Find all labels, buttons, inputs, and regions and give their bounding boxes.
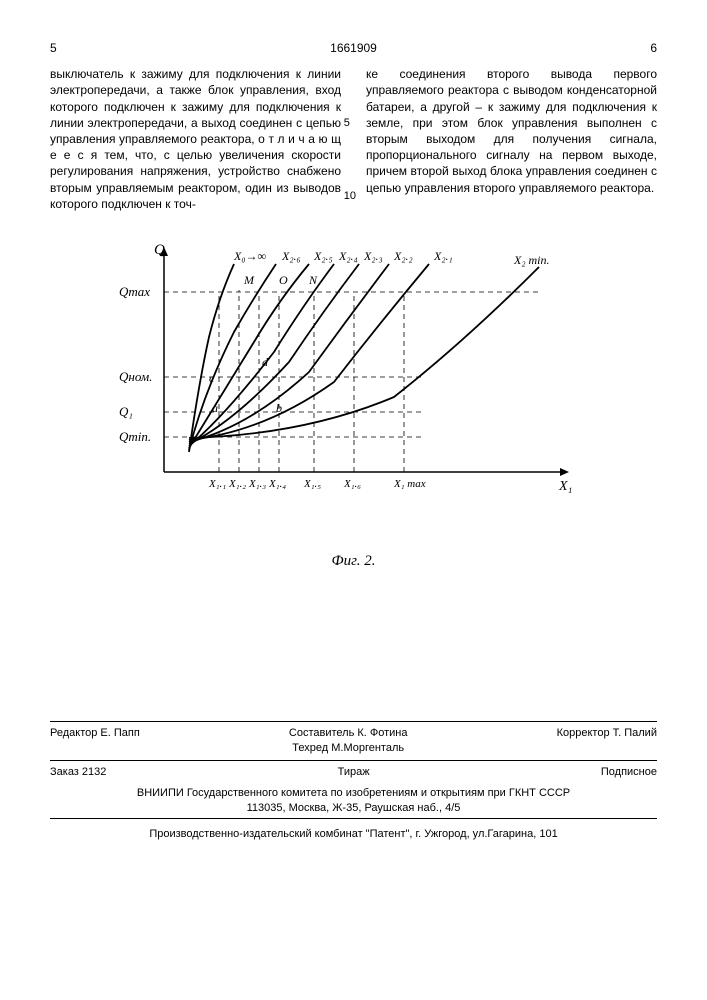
line-numbers: 5 10 [344,66,356,204]
svg-text:X₁.₂: X₁.₂ [228,478,246,490]
text-columns: выключатель к зажиму для подключения к л… [50,66,657,212]
svg-text:Q₁: Q₁ [119,404,133,419]
svg-text:a: a [212,401,218,415]
line-10: 10 [344,189,356,204]
page-header: 5 1661909 6 [50,40,657,56]
podpisnoe: Подписное [601,765,657,780]
svg-text:O: O [279,273,288,287]
svg-text:X₁.₃: X₁.₃ [248,478,266,490]
page-num-right: 6 [650,40,657,56]
svg-text:X₀→∞: X₀→∞ [233,249,267,263]
page-num-left: 5 [50,40,57,56]
svg-text:X₂.₅: X₂.₅ [313,249,333,263]
corrector: Корректор Т. Палий [557,726,657,756]
svg-text:Qmin.: Qmin. [119,429,151,444]
order: Заказ 2132 [50,765,106,780]
svg-text:X₂.₄: X₂.₄ [338,249,358,263]
svg-text:M: M [243,273,255,287]
svg-text:X₂.₆: X₂.₆ [281,249,301,263]
tirazh: Тираж [338,765,370,780]
svg-text:X₁.₆: X₁.₆ [343,478,361,490]
credits-mid: Составитель К. Фотина Техред М.Моргентал… [289,726,408,756]
compiler: Составитель К. Фотина [289,727,408,739]
svg-text:c: c [209,371,215,385]
svg-text:Qmax: Qmax [119,284,150,299]
tehred: Техред М.Моргенталь [292,742,404,754]
svg-text:Qном.: Qном. [119,369,152,384]
col1-text: выключатель к зажиму для подключения к л… [50,67,341,211]
figure-2: Q X₁ Qmax Qном. Q₁ Qmin. X₁.₁X₁.₂X₁.₃X₁.₄ X₁.₅ X… [104,242,604,571]
svg-text:X₂.₁: X₂.₁ [433,249,453,263]
patent-number: 1661909 [330,40,377,56]
svg-text:X₁: X₁ [558,479,572,494]
footer: Редактор Е. Папп Составитель К. Фотина Т… [50,721,657,841]
institute-address: 113035, Москва, Ж-35, Раушская наб., 4/5 [50,801,657,816]
editor: Редактор Е. Папп [50,726,140,756]
svg-text:Q: Q [154,242,165,258]
svg-text:X₂.₃: X₂.₃ [363,249,383,263]
column-right: ке соединения второго вывода первого упр… [366,66,657,212]
order-row: Заказ 2132 Тираж Подписное [50,761,657,784]
institute: ВНИИПИ Государственного комитета по изоб… [50,786,657,801]
svg-text:X₁.₄: X₁.₄ [268,478,286,490]
publisher: Производственно-издательский комбинат "П… [50,819,657,842]
svg-text:X₁.₁: X₁.₁ [208,478,226,490]
svg-text:X₂.₂: X₂.₂ [393,249,413,263]
credits-row: Редактор Е. Папп Составитель К. Фотина Т… [50,722,657,761]
institute-block: ВНИИПИ Государственного комитета по изоб… [50,784,657,819]
svg-text:d: d [262,355,269,369]
svg-text:X₂ min.: X₂ min. [513,253,550,267]
chart-svg: Q X₁ Qmax Qном. Q₁ Qmin. X₁.₁X₁.₂X₁.₃X₁.₄ X₁.₅ X… [104,242,584,542]
line-5: 5 [344,116,356,131]
svg-text:X₁ max: X₁ max [393,478,426,490]
svg-text:N: N [308,273,318,287]
col2-text: ке соединения второго вывода первого упр… [366,67,657,194]
column-left: выключатель к зажиму для подключения к л… [50,66,341,212]
svg-text:b: b [276,401,282,415]
figure-caption: Фиг. 2. [104,551,604,571]
svg-text:X₁.₅: X₁.₅ [303,478,321,490]
